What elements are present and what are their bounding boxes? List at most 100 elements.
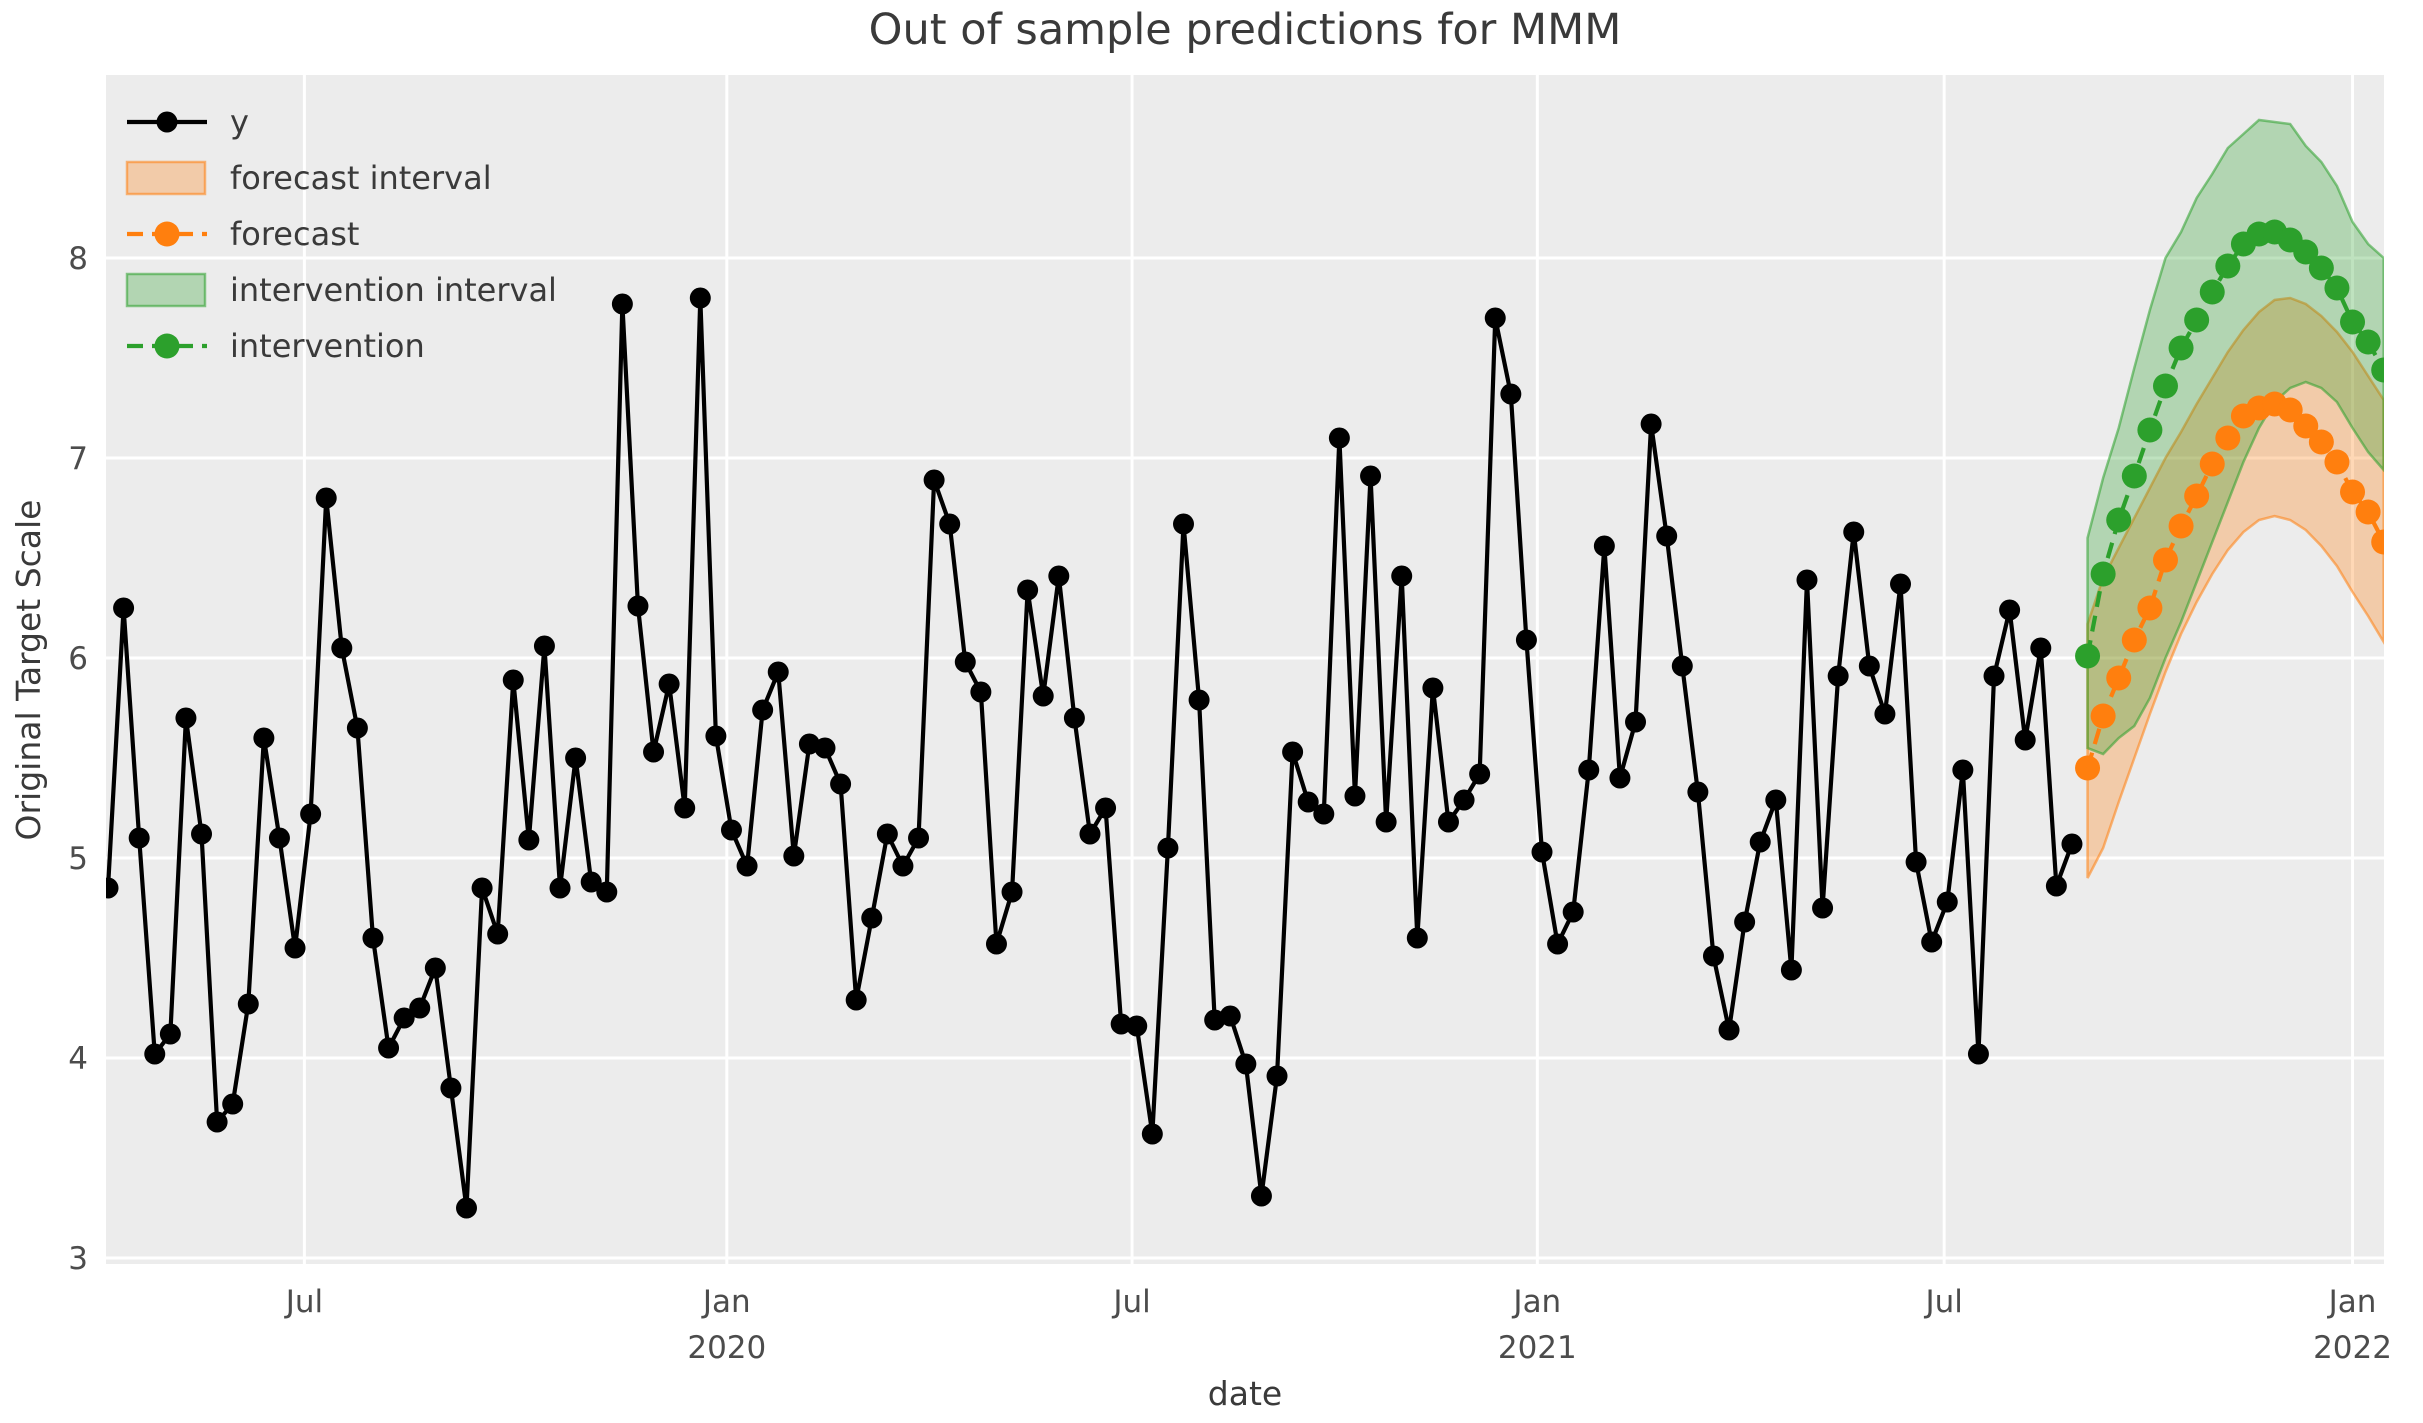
y-data-point	[1250, 1185, 1272, 1207]
forecast-data-point	[2277, 397, 2303, 423]
y-data-point	[1173, 513, 1195, 535]
y-data-point	[596, 881, 618, 903]
x-tick-label: Jan	[1511, 1284, 1561, 1320]
y-data-point	[1531, 841, 1553, 863]
y-data-point	[720, 819, 742, 841]
legend: y forecast interval forecast intervention i…	[125, 103, 557, 365]
y-data-point	[783, 845, 805, 867]
intervention-data-point	[2168, 335, 2194, 361]
x-tick-label: Jul	[1111, 1284, 1150, 1320]
y-data-point	[206, 1111, 228, 1133]
y-data-point	[876, 823, 898, 845]
forecast-data-point	[2106, 665, 2132, 691]
legend-patch-swatch	[125, 160, 207, 196]
forecast-data-point	[2371, 529, 2384, 555]
y-data-point	[106, 877, 119, 899]
y-data-point	[1936, 891, 1958, 913]
y-tick-label: 6	[68, 641, 88, 677]
y-data-point	[908, 827, 930, 849]
y-data-point	[752, 699, 774, 721]
y-data-point	[985, 933, 1007, 955]
forecast-data-point	[2355, 499, 2381, 525]
y-data-point	[1640, 413, 1662, 435]
y-data-point	[1656, 525, 1678, 547]
y-data-point	[565, 747, 587, 769]
y-tick-label: 7	[68, 441, 88, 477]
x-tick-sublabel: 2022	[2313, 1330, 2392, 1366]
y-data-point	[518, 829, 540, 851]
intervention-data-point	[2371, 357, 2384, 383]
legend-item-label: forecast	[230, 215, 359, 253]
legend-marker-icon	[154, 221, 180, 247]
y-data-point	[1484, 307, 1506, 329]
intervention-data-point	[2075, 643, 2101, 669]
y-data-point	[1344, 785, 1366, 807]
y-data-point	[1858, 655, 1880, 677]
y-data-point	[611, 293, 633, 315]
y-data-point	[331, 637, 353, 659]
y-data-point	[1780, 959, 1802, 981]
intervention-data-point	[2121, 463, 2147, 489]
forecast-data-point	[2168, 513, 2194, 539]
y-data-point	[1734, 911, 1756, 933]
intervention-data-point	[2293, 239, 2319, 265]
y-data-point	[1796, 569, 1818, 591]
y-data-point	[939, 513, 961, 535]
y-data-point	[954, 651, 976, 673]
forecast-data-point	[2090, 703, 2116, 729]
y-data-point	[1063, 707, 1085, 729]
y-data-point	[1235, 1053, 1257, 1075]
chart-title: Out of sample predictions for MMM	[869, 5, 1622, 55]
y-data-point	[128, 827, 150, 849]
intervention-data-point	[2340, 309, 2366, 335]
y-data-point	[1718, 1019, 1740, 1041]
y-data-point	[315, 487, 337, 509]
y-data-point	[767, 661, 789, 683]
y-data-point	[113, 597, 135, 619]
y-data-point	[533, 635, 555, 657]
legend-item-label: forecast interval	[230, 159, 492, 197]
intervention-data-point	[2106, 507, 2132, 533]
forecast-data-point	[2324, 449, 2350, 475]
forecast-data-point	[2121, 627, 2147, 653]
y-data-point	[378, 1037, 400, 1059]
y-data-point	[2061, 833, 2083, 855]
y-data-point	[456, 1197, 478, 1219]
intervention-data-point	[2184, 307, 2210, 333]
forecast-data-point	[2152, 547, 2178, 573]
y-data-point	[1219, 1005, 1241, 1027]
y-data-point	[892, 855, 914, 877]
forecast-data-point	[2199, 451, 2225, 477]
intervention-data-point	[2324, 275, 2350, 301]
y-data-point	[175, 707, 197, 729]
legend-marker-icon	[154, 333, 180, 359]
y-data-point	[362, 927, 384, 949]
y-data-point	[159, 1023, 181, 1045]
y-data-point	[689, 287, 711, 309]
y-data-point	[1500, 383, 1522, 405]
intervention-data-point	[2137, 417, 2163, 443]
y-data-point	[830, 773, 852, 795]
y-data-point	[1360, 465, 1382, 487]
y-data-point	[1079, 823, 1101, 845]
y-data-point	[1017, 579, 1039, 601]
y-data-point	[1999, 599, 2021, 621]
y-data-point	[1048, 565, 1070, 587]
y-data-point	[1812, 897, 1834, 919]
y-data-point	[424, 957, 446, 979]
y-data-point	[1702, 945, 1724, 967]
intervention-data-point	[2355, 329, 2381, 355]
y-data-point	[1921, 931, 1943, 953]
y-data-point	[1952, 759, 1974, 781]
y-data-point	[1905, 851, 1927, 873]
y-data-point	[1827, 665, 1849, 687]
y-data-point	[1562, 901, 1584, 923]
intervention-data-point	[2308, 255, 2334, 281]
y-data-point	[674, 797, 696, 819]
legend-patch-swatch	[125, 272, 207, 308]
forecast-data-point	[2137, 595, 2163, 621]
forecast-data-point	[2293, 413, 2319, 439]
chart-layers	[106, 118, 2384, 1219]
x-tick-label: Jul	[1923, 1284, 1962, 1320]
